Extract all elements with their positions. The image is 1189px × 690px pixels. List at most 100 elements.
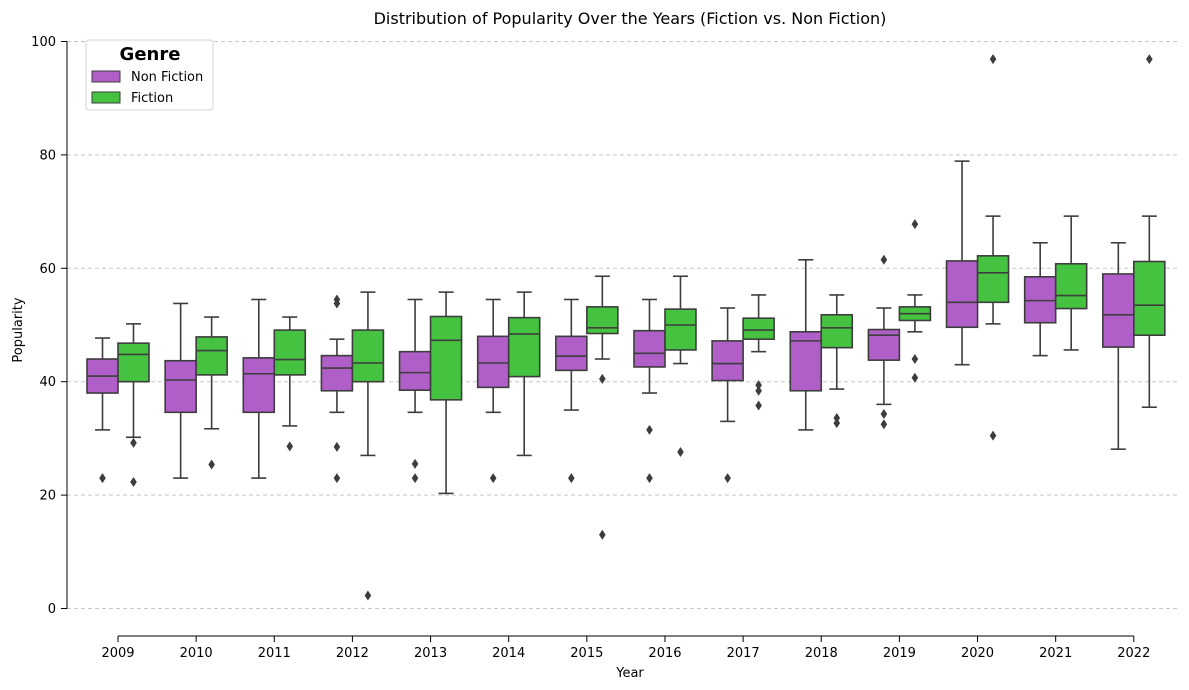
x-tick-label: 2011	[258, 646, 291, 661]
y-gridlines	[67, 41, 1180, 609]
y-tick-label: 80	[39, 148, 56, 163]
legend-swatch	[91, 91, 121, 104]
box-non-fiction-2015	[555, 298, 588, 484]
box-iqr	[320, 354, 354, 392]
outlier-point	[130, 477, 137, 488]
outlier-point	[677, 447, 684, 458]
outlier-point	[286, 441, 294, 452]
box-non-fiction-2019	[867, 254, 901, 430]
outlier-point	[411, 458, 419, 469]
box-iqr	[1102, 273, 1135, 348]
box-non-fiction-2013	[398, 298, 432, 484]
outlier-point	[724, 473, 731, 484]
box-non-fiction-2020	[945, 160, 979, 366]
box-iqr	[1054, 262, 1088, 310]
legend-title: Genre	[120, 44, 181, 65]
x-tick-label: 2017	[727, 646, 760, 661]
box-iqr	[820, 313, 854, 349]
legend-label: Fiction	[131, 91, 173, 106]
x-tick-label: 2020	[961, 646, 994, 661]
box-non-fiction-2012	[320, 294, 354, 484]
box-iqr	[945, 260, 979, 329]
box-iqr	[273, 329, 307, 376]
box-fiction-2012	[351, 291, 385, 601]
box-iqr	[742, 317, 775, 340]
box-iqr	[398, 350, 432, 392]
box-iqr	[1133, 260, 1166, 337]
box-iqr	[867, 328, 901, 361]
outlier-point	[333, 298, 341, 309]
box-iqr	[242, 357, 276, 414]
legend: Genre Non Fiction Fiction	[85, 39, 214, 111]
box-fiction-2021	[1054, 215, 1088, 351]
box-iqr	[586, 306, 619, 335]
box-iqr	[476, 335, 510, 389]
y-tick-label: 60	[39, 262, 56, 277]
box-iqr	[429, 315, 463, 401]
x-tick-label: 2022	[1117, 646, 1150, 661]
box-fiction-2022	[1133, 54, 1166, 409]
box-non-fiction-2021	[1023, 241, 1057, 357]
legend-label: Non Fiction	[131, 70, 203, 85]
box-fiction-2010	[195, 316, 228, 470]
x-tick-label: 2021	[1039, 646, 1072, 661]
x-tick-label: 2013	[414, 646, 447, 661]
outlier-point	[1146, 54, 1153, 65]
box-fiction-2019	[898, 219, 932, 383]
outlier-point	[599, 373, 606, 384]
outlier-point	[880, 254, 888, 265]
outlier-point	[411, 473, 419, 484]
outlier-point	[646, 424, 653, 435]
x-tick-label: 2016	[648, 646, 681, 661]
x-tick-label: 2009	[101, 646, 134, 661]
y-axis-label: Popularity	[11, 297, 26, 362]
y-tick-label: 40	[39, 375, 56, 390]
box-non-fiction-2022	[1102, 241, 1135, 450]
box-iqr	[555, 335, 588, 372]
box-non-fiction-2011	[242, 298, 276, 479]
box-iqr	[711, 340, 744, 382]
box-non-fiction-2016	[633, 298, 666, 484]
y-tick-label: 20	[39, 489, 56, 504]
box-iqr	[195, 336, 228, 376]
outlier-point	[364, 590, 372, 601]
outlier-point	[911, 372, 919, 383]
box-non-fiction-2018	[789, 258, 823, 431]
box-iqr	[1023, 276, 1057, 324]
outlier-point	[911, 219, 919, 230]
outlier-point	[99, 473, 106, 484]
outlier-point	[911, 354, 919, 365]
outlier-point	[333, 441, 341, 452]
box-iqr	[507, 316, 541, 378]
outlier-point	[833, 418, 841, 429]
box-non-fiction-2017	[711, 307, 744, 484]
box-non-fiction-2009	[86, 337, 119, 484]
box-non-fiction-2014	[476, 298, 510, 484]
x-tick-label: 2014	[492, 646, 525, 661]
outlier-point	[880, 419, 888, 430]
chart-title: Distribution of Popularity Over the Year…	[374, 9, 887, 28]
box-iqr	[117, 342, 150, 383]
box-iqr	[351, 329, 385, 383]
x-tick-label: 2015	[570, 646, 603, 661]
x-tick-label: 2018	[805, 646, 838, 661]
box-fiction-2011	[273, 316, 307, 452]
box-iqr	[664, 308, 697, 351]
outlier-point	[646, 473, 653, 484]
outlier-point	[130, 437, 137, 448]
y-tick-label: 0	[48, 602, 56, 617]
x-tick-label: 2019	[883, 646, 916, 661]
outlier-point	[755, 400, 762, 411]
box-fiction-2018	[820, 294, 854, 429]
box-fiction-2009	[117, 323, 150, 488]
box-fiction-2015	[586, 275, 619, 540]
box-fiction-2016	[664, 275, 697, 458]
outlier-point	[333, 473, 341, 484]
axes: 0 20 40 60 80 100 2009 2010 2011 2012 2013 2014 2015…	[31, 35, 1150, 661]
x-tick-label: 2010	[180, 646, 213, 661]
box-fiction-2020	[976, 54, 1010, 441]
outlier-point	[208, 459, 215, 470]
x-axis-label: Year	[615, 666, 644, 681]
outlier-point	[833, 412, 841, 423]
